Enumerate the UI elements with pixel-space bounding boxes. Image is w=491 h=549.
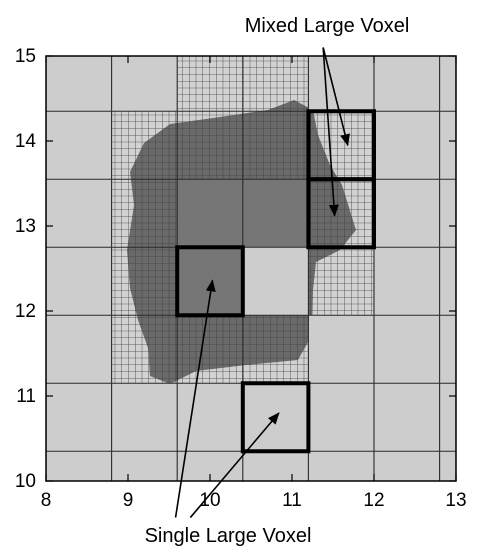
axis-ticks xyxy=(45,55,457,482)
annotation-arrows xyxy=(174,47,350,519)
x-axis-tick-labels: 8 9 10 11 12 13 xyxy=(41,490,467,511)
x-tick-label-9: 9 xyxy=(123,490,134,511)
single-large-voxel-label: Single Large Voxel xyxy=(145,525,312,547)
plot-area xyxy=(46,56,456,481)
x-tick-label-12: 12 xyxy=(363,490,384,511)
highlight-boxes xyxy=(175,109,376,454)
plot-frame xyxy=(45,55,457,482)
y-tick-label-11: 11 xyxy=(16,386,36,407)
arrow-mixed-lower xyxy=(322,47,339,217)
mixed-voxel-lower xyxy=(306,177,376,250)
x-tick-label-8: 8 xyxy=(41,490,52,511)
interior-large-voxel-3 xyxy=(177,247,243,316)
mixed-large-voxel-label: Mixed Large Voxel xyxy=(245,15,410,37)
y-tick-label-13: 13 xyxy=(15,216,36,237)
y-tick-label-14: 14 xyxy=(15,131,37,152)
single-voxel-interior xyxy=(175,245,245,318)
arrow-single-exterior xyxy=(189,412,280,519)
arrow-mixed-upper xyxy=(322,47,350,147)
x-tick-label-11: 11 xyxy=(282,490,302,511)
interior-large-voxel-1 xyxy=(177,179,243,248)
arrow-single-interior xyxy=(174,279,216,518)
x-tick-label-10: 10 xyxy=(199,490,220,511)
y-axis-tick-labels: 10 11 12 13 14 15 xyxy=(15,46,37,492)
interior-large-voxels xyxy=(177,179,309,316)
interior-large-voxel-2 xyxy=(242,179,309,248)
x-tick-label-13: 13 xyxy=(445,490,466,511)
single-voxel-exterior xyxy=(240,381,311,454)
y-tick-label-15: 15 xyxy=(15,46,36,67)
y-tick-label-10: 10 xyxy=(15,471,36,492)
y-tick-label-12: 12 xyxy=(15,301,36,322)
